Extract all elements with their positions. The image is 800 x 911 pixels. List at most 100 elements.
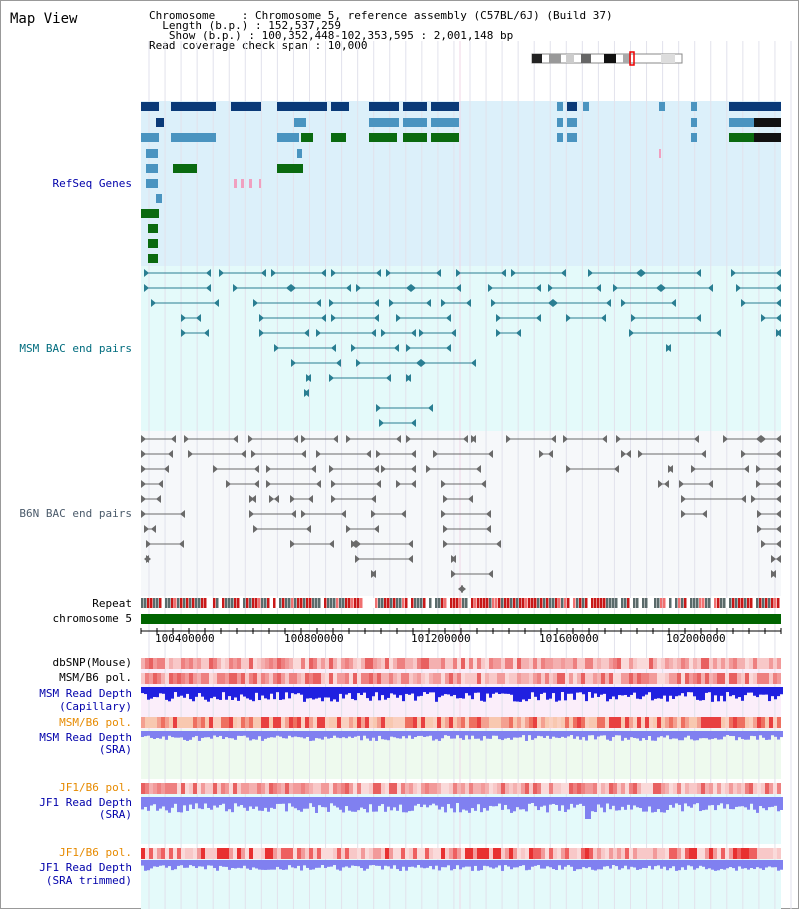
depth-bar <box>174 687 177 693</box>
depth-bar <box>240 860 243 869</box>
heat-cell <box>349 783 353 794</box>
heat-cell <box>669 783 673 794</box>
depth-bar <box>321 797 324 808</box>
heat-cell <box>297 717 301 728</box>
depth-bar <box>468 687 471 696</box>
heat-cell <box>417 658 421 669</box>
depth-bar <box>498 731 501 740</box>
heat-cell <box>333 848 337 859</box>
heat-cell <box>617 673 621 684</box>
heat-cell <box>161 848 165 859</box>
heat-cell <box>157 658 161 669</box>
depth-bar <box>579 797 582 804</box>
track-label-msm-bac[interactable]: MSM BAC end pairs <box>19 342 132 355</box>
depth-bar <box>729 731 732 736</box>
b6n-bac-pair-end <box>776 495 781 503</box>
depth-bar <box>387 687 390 698</box>
heat-cell <box>353 848 357 859</box>
depth-bar <box>264 860 267 870</box>
heat-cell <box>581 658 585 669</box>
depth-bar <box>168 797 171 813</box>
heat-cell <box>777 848 781 859</box>
heat-cell <box>197 658 201 669</box>
depth-bar <box>420 797 423 808</box>
heat-cell <box>433 717 437 728</box>
b6n-bac-pair-end <box>776 555 781 563</box>
heat-cell <box>241 658 245 669</box>
depth-bar <box>633 687 636 693</box>
depth-bar <box>732 797 735 810</box>
refseq-gene <box>691 118 697 127</box>
heat-cell <box>257 848 261 859</box>
heat-cell <box>197 783 201 794</box>
repeat-segment <box>465 598 468 608</box>
depth-bar <box>534 687 537 697</box>
heat-cell <box>773 673 777 684</box>
heat-cell <box>285 673 289 684</box>
refseq-gene <box>141 133 159 142</box>
depth-bar <box>513 797 516 812</box>
heat-cell <box>145 848 149 859</box>
repeat-segment <box>600 598 603 608</box>
heat-cell <box>505 673 509 684</box>
repeat-segment <box>396 598 399 608</box>
heat-cell <box>329 673 333 684</box>
heat-cell <box>241 673 245 684</box>
depth-bar <box>432 731 435 741</box>
depth-bar <box>708 731 711 740</box>
refseq-gene <box>557 102 563 111</box>
heat-cell <box>617 717 621 728</box>
repeat-segment <box>669 598 672 608</box>
depth-bar <box>711 731 714 739</box>
b6n-bac-pair-end <box>316 450 321 458</box>
refseq-gene <box>259 179 261 188</box>
heat-cell <box>549 673 553 684</box>
heat-cell <box>373 717 377 728</box>
depth-bar <box>294 687 297 695</box>
track-label-refseq-genes[interactable]: RefSeq Genes <box>52 177 132 190</box>
heat-cell <box>141 783 145 794</box>
heat-cell <box>353 717 357 728</box>
heat-cell <box>741 717 745 728</box>
depth-bar <box>441 687 444 696</box>
heat-cell <box>673 658 677 669</box>
heat-cell <box>609 658 613 669</box>
depth-bar <box>564 860 567 867</box>
heat-cell <box>173 658 177 669</box>
track-label-b6n-bac[interactable]: B6N BAC end pairs <box>19 507 132 520</box>
heat-cell <box>693 673 697 684</box>
heat-cell <box>393 658 397 669</box>
heat-cell <box>289 717 293 728</box>
depth-bar <box>618 797 621 811</box>
depth-bar <box>675 687 678 697</box>
heat-cell <box>325 673 329 684</box>
depth-bar <box>522 797 525 810</box>
repeat-segment <box>411 598 414 608</box>
repeat-segment <box>639 598 642 608</box>
depth-bar <box>690 687 693 693</box>
repeat-segment <box>390 598 393 608</box>
depth-bar <box>285 860 288 870</box>
depth-bar <box>678 860 681 871</box>
heat-cell <box>761 673 765 684</box>
depth-bar <box>252 860 255 868</box>
repeat-segment <box>594 598 597 608</box>
depth-bar <box>228 860 231 870</box>
heat-cell <box>713 658 717 669</box>
b6n-bac-pair-end <box>376 480 381 488</box>
depth-bar <box>768 731 771 740</box>
depth-bar <box>579 731 582 740</box>
heat-cell <box>217 658 221 669</box>
depth-bar <box>303 687 306 702</box>
heat-cell <box>493 717 497 728</box>
repeat-segment <box>762 598 765 608</box>
b6n-bac-pair-end <box>488 570 493 578</box>
track-label-msm-depth-capillary: MSM Read Depth <box>39 687 132 700</box>
depth-bar <box>501 797 504 810</box>
depth-bar <box>750 860 753 868</box>
heat-cell <box>341 673 345 684</box>
repeat-segment <box>771 598 774 608</box>
depth-bar <box>516 860 519 868</box>
depth-bar <box>162 860 165 866</box>
